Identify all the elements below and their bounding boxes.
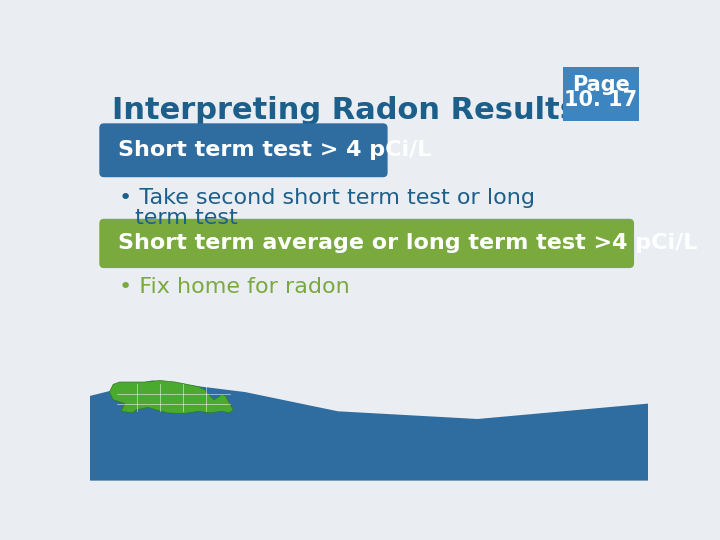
Text: • Take second short term test or long: • Take second short term test or long [120,188,536,208]
Text: Short term average or long term test >4 pCi/L: Short term average or long term test >4 … [118,233,697,253]
Polygon shape [90,381,648,481]
Text: 10. 17: 10. 17 [564,90,637,110]
Text: • Fix home for radon: • Fix home for radon [120,276,350,296]
Text: Page: Page [572,75,630,95]
FancyBboxPatch shape [99,219,634,268]
Polygon shape [109,381,233,414]
Text: Short term test > 4 pCi/L: Short term test > 4 pCi/L [118,140,431,160]
FancyBboxPatch shape [99,123,387,177]
Text: Interpreting Radon Results: Interpreting Radon Results [112,96,577,125]
FancyBboxPatch shape [563,67,639,121]
Text: term test: term test [135,208,238,228]
